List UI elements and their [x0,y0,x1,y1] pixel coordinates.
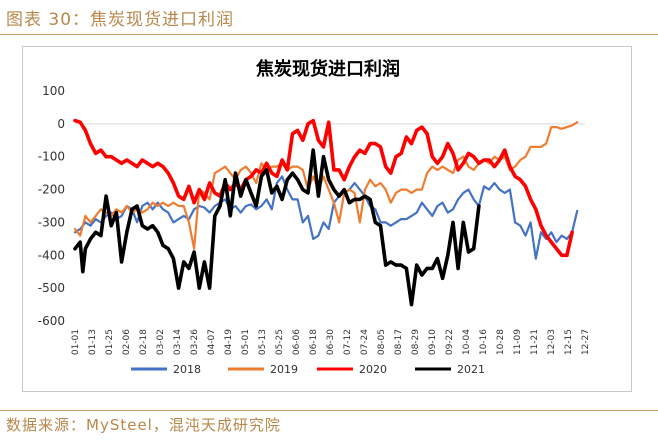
y-tick-label: -100 [38,150,65,164]
y-tick-label: -600 [38,314,65,328]
y-tick-label: -500 [38,281,65,295]
legend-label-2020: 2020 [359,363,387,376]
x-tick-label: 03-26 [190,329,200,355]
x-tick-label: 02-18 [139,329,149,355]
legend-label-2021: 2021 [457,363,485,376]
x-tick-label: 12-15 [564,329,574,355]
x-tick-label: 06-06 [292,329,302,355]
series-line-2019 [73,121,579,250]
x-tick-label: 05-01 [241,329,251,355]
y-tick-label: 100 [42,84,65,98]
y-tick-label: 0 [57,117,65,131]
x-tick-label: 04-07 [207,329,217,355]
x-tick-label: 09-22 [445,329,455,355]
x-tick-label: 05-25 [275,329,285,355]
x-tick-label: 01-25 [105,329,115,355]
series-line-2018 [73,175,579,260]
x-tick-label: 01-13 [88,329,98,355]
x-tick-label: 10-16 [479,329,489,355]
x-tick-label: 02-06 [122,329,132,355]
header-rule [0,34,658,35]
x-axis: 01-01 01-13 01-25 02-06 02-18 03-02 03-14 03-26… [71,123,591,355]
x-tick-label: 12-03 [547,329,557,355]
x-tick-label: 01-01 [71,329,81,355]
footer-rule [0,410,658,411]
x-tick-label: 10-04 [462,329,472,355]
plot-area [73,118,579,307]
figure-caption: 图表 30：焦炭现货进口利润 [6,10,235,30]
x-tick-label: 06-18 [309,329,319,355]
x-tick-label: 05-13 [258,329,268,355]
legend-label-2019: 2019 [270,363,298,376]
figure-header: 图表 30：焦炭现货进口利润 [0,0,658,36]
x-tick-label: 07-12 [343,329,353,355]
x-tick-label: 08-29 [411,329,421,355]
legend-label-2018: 2018 [173,363,201,376]
x-tick-label: 09-10 [428,329,438,355]
x-tick-label: 03-02 [156,329,166,355]
legend: 2018 2019 2020 2021 [131,363,485,376]
y-axis: 100 0 -100 -200 -300 -400 -500 -600 [38,84,65,328]
x-tick-label: 08-05 [377,329,387,355]
x-tick-label: 03-14 [173,329,183,355]
chart-title: 焦炭现货进口利润 [255,58,400,80]
chart-frame: 焦炭现货进口利润 100 0 -100 -200 -300 -400 -500 -600 01… [22,46,632,392]
y-tick-label: -200 [38,183,65,197]
x-tick-label: 08-17 [394,329,404,355]
series-line-2020 [73,118,574,258]
source-note: 数据来源：MySteel，混沌天成研究院 [6,416,281,434]
x-tick-label: 10-28 [496,329,506,355]
x-tick-label: 12-27 [581,329,591,355]
profit-line-chart: 焦炭现货进口利润 100 0 -100 -200 -300 -400 -500 -600 01… [38,58,591,376]
y-tick-label: -300 [38,215,65,229]
x-tick-label: 06-30 [326,329,336,355]
x-tick-label: 07-24 [360,329,370,355]
x-tick-label: 11-09 [513,329,523,355]
x-tick-label: 04-19 [224,329,234,355]
x-tick-label: 11-21 [530,329,540,355]
y-tick-label: -400 [38,248,65,262]
series-line-2021 [73,148,481,307]
